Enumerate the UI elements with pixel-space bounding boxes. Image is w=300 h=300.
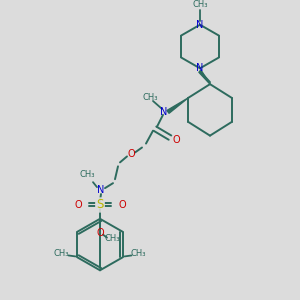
Text: CH₃: CH₃	[142, 92, 158, 101]
Text: N: N	[160, 107, 168, 117]
Polygon shape	[199, 70, 210, 84]
Text: O: O	[96, 228, 104, 238]
Text: CH₃: CH₃	[79, 170, 95, 179]
Text: O: O	[127, 149, 135, 160]
Polygon shape	[167, 98, 188, 113]
Text: CH₃: CH₃	[54, 249, 69, 258]
Text: CH₃: CH₃	[131, 249, 146, 258]
Text: O: O	[172, 135, 180, 145]
Text: CH₃: CH₃	[104, 234, 120, 243]
Text: CH₃: CH₃	[192, 0, 208, 9]
Text: O: O	[74, 200, 82, 210]
Text: N: N	[97, 185, 105, 195]
Text: S: S	[96, 198, 104, 212]
Text: N: N	[196, 20, 204, 30]
Text: N: N	[196, 63, 204, 73]
Text: O: O	[118, 200, 126, 210]
